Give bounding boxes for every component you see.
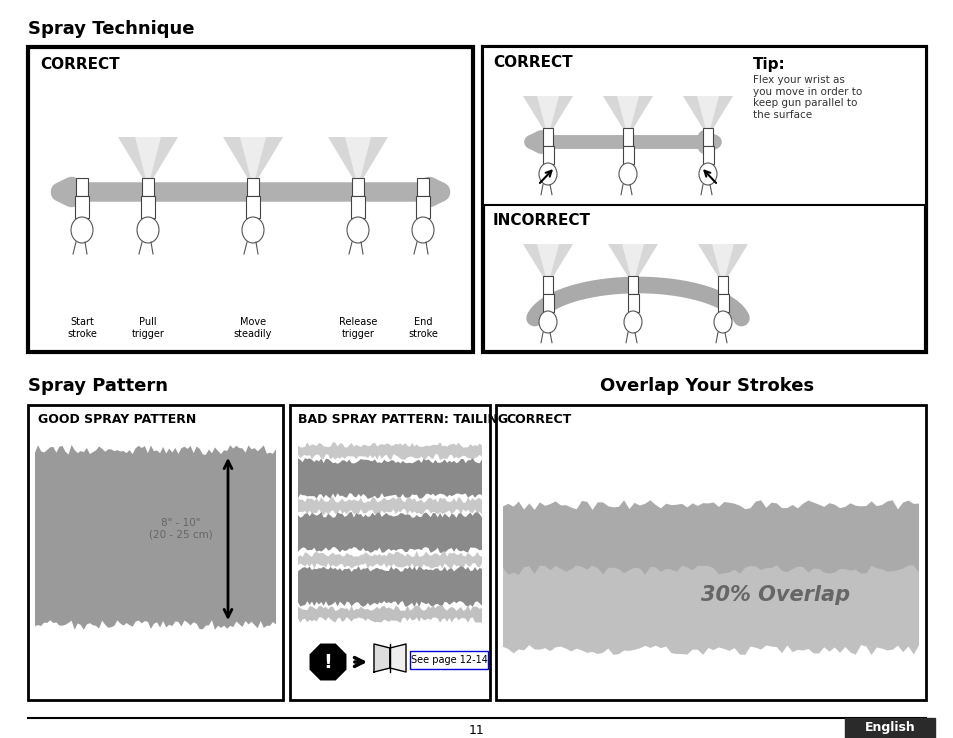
Ellipse shape — [71, 217, 92, 243]
Bar — [622, 128, 633, 146]
Bar — [142, 178, 153, 196]
Bar — [496, 405, 925, 700]
Text: INCORRECT: INCORRECT — [493, 213, 590, 228]
Ellipse shape — [713, 311, 731, 333]
Ellipse shape — [242, 217, 264, 243]
Text: Tip:: Tip: — [752, 57, 785, 72]
Polygon shape — [617, 96, 639, 137]
Polygon shape — [328, 137, 388, 187]
Ellipse shape — [699, 163, 717, 185]
Polygon shape — [118, 137, 178, 187]
Bar — [702, 146, 713, 164]
Bar — [482, 47, 925, 205]
Bar — [482, 47, 925, 352]
Ellipse shape — [538, 311, 557, 333]
Text: 30% Overlap: 30% Overlap — [700, 585, 849, 605]
Bar — [702, 128, 712, 146]
Polygon shape — [537, 244, 558, 285]
Polygon shape — [522, 244, 573, 285]
Text: CORRECT: CORRECT — [505, 413, 571, 426]
Text: Spray Technique: Spray Technique — [28, 20, 194, 38]
Bar — [352, 178, 364, 196]
Ellipse shape — [618, 163, 637, 185]
Text: CORRECT: CORRECT — [40, 57, 119, 72]
Bar — [542, 294, 554, 312]
Polygon shape — [537, 96, 558, 137]
Bar — [622, 146, 634, 164]
Bar — [76, 178, 88, 196]
Bar — [627, 294, 639, 312]
Text: Move
steadily: Move steadily — [233, 317, 272, 339]
Polygon shape — [602, 96, 652, 137]
Polygon shape — [502, 565, 918, 655]
Polygon shape — [502, 500, 918, 590]
Polygon shape — [297, 458, 481, 499]
Bar — [718, 276, 727, 294]
Polygon shape — [297, 605, 481, 623]
Polygon shape — [297, 442, 481, 460]
Text: Release
trigger: Release trigger — [338, 317, 376, 339]
Bar — [351, 196, 365, 218]
Polygon shape — [297, 566, 481, 607]
Bar — [542, 146, 554, 164]
Text: 11: 11 — [469, 723, 484, 737]
Polygon shape — [698, 244, 747, 285]
Bar — [28, 47, 473, 352]
Polygon shape — [607, 244, 658, 285]
Bar — [718, 294, 728, 312]
Bar — [246, 196, 260, 218]
Polygon shape — [297, 551, 481, 569]
Bar — [416, 196, 430, 218]
Polygon shape — [297, 512, 481, 553]
Polygon shape — [345, 137, 371, 187]
Text: Pull
trigger: Pull trigger — [132, 317, 164, 339]
Text: !: ! — [323, 652, 332, 672]
Bar — [290, 405, 490, 700]
Text: See page 12-14: See page 12-14 — [410, 655, 487, 665]
Ellipse shape — [623, 311, 641, 333]
Polygon shape — [390, 644, 406, 672]
Text: Spray Pattern: Spray Pattern — [28, 377, 168, 395]
Ellipse shape — [538, 163, 557, 185]
Bar — [542, 128, 553, 146]
Ellipse shape — [137, 217, 159, 243]
Polygon shape — [374, 644, 390, 672]
Polygon shape — [135, 137, 161, 187]
Polygon shape — [697, 96, 719, 137]
Text: CORRECT: CORRECT — [493, 55, 572, 70]
Polygon shape — [297, 497, 481, 515]
Polygon shape — [309, 644, 346, 680]
Polygon shape — [223, 137, 283, 187]
Polygon shape — [35, 445, 275, 630]
Bar — [844, 718, 934, 738]
Text: Flex your wrist as
you move in order to
keep gun parallel to
the surface: Flex your wrist as you move in order to … — [752, 75, 862, 120]
Text: 8" - 10"
(20 - 25 cm): 8" - 10" (20 - 25 cm) — [149, 518, 213, 539]
Text: BAD SPRAY PATTERN: TAILING: BAD SPRAY PATTERN: TAILING — [297, 413, 508, 426]
Bar — [416, 178, 429, 196]
Polygon shape — [522, 96, 573, 137]
Text: End
stroke: End stroke — [408, 317, 437, 339]
Polygon shape — [711, 244, 733, 285]
Polygon shape — [621, 244, 643, 285]
Bar — [627, 276, 638, 294]
Text: Overlap Your Strokes: Overlap Your Strokes — [599, 377, 813, 395]
Bar — [75, 196, 89, 218]
Bar — [28, 405, 283, 700]
Bar — [542, 276, 553, 294]
Bar — [247, 178, 258, 196]
Ellipse shape — [347, 217, 369, 243]
Text: English: English — [863, 722, 915, 734]
Bar — [410, 651, 488, 669]
Text: GOOD SPRAY PATTERN: GOOD SPRAY PATTERN — [38, 413, 196, 426]
Polygon shape — [682, 96, 732, 137]
Text: Start
stroke: Start stroke — [67, 317, 97, 339]
Bar — [141, 196, 154, 218]
Polygon shape — [240, 137, 266, 187]
Ellipse shape — [412, 217, 434, 243]
